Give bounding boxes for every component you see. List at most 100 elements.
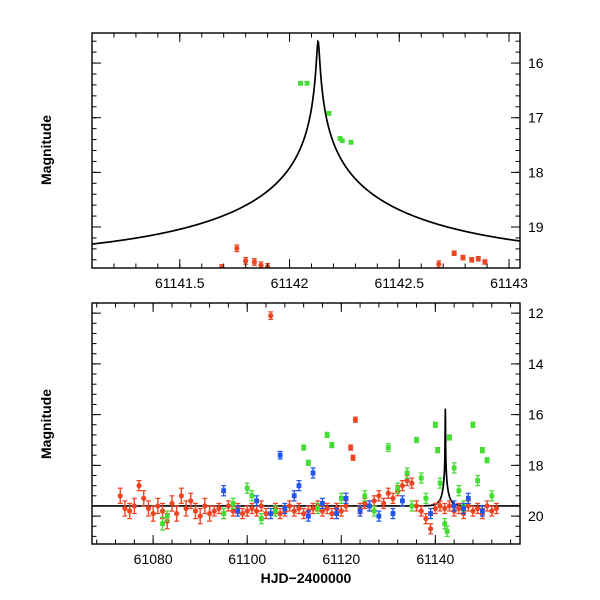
bottom-green-point [409, 503, 415, 509]
bottom-blue-point [367, 503, 372, 509]
bottom-blue-point [465, 495, 471, 501]
bottom-blue-point [461, 506, 466, 511]
bottom-red-point [442, 505, 448, 512]
bottom-red-point [230, 508, 236, 514]
top-x-tick-label: 61142.5 [374, 275, 424, 291]
bottom-blue-point [305, 513, 311, 519]
top-x-tick-label: 61142 [271, 275, 309, 291]
bottom-red-point [291, 508, 297, 514]
bottom-blue-point [479, 508, 485, 514]
bottom-x-tick-label: 61080 [134, 551, 173, 567]
bottom-red-point [352, 417, 358, 423]
bottom-red-point [399, 483, 406, 489]
bottom-green-point [489, 493, 495, 499]
bottom-blue-point [235, 508, 241, 514]
bottom-red-point [475, 505, 481, 512]
top-y-tick-label: 17 [528, 110, 544, 126]
bottom-red-point [169, 500, 175, 507]
bottom-red-point [376, 493, 382, 499]
top-axes-frame [91, 32, 521, 269]
bottom-red-point [381, 500, 387, 507]
bottom-blue-point [390, 511, 396, 516]
top-green-point [304, 80, 310, 86]
bottom-red-point [470, 508, 476, 514]
bottom-blue-point [343, 495, 349, 501]
bottom-green-point [484, 457, 490, 463]
bottom-red-point [296, 505, 302, 512]
bottom-red-point [286, 503, 293, 509]
bottom-red-point [197, 513, 203, 519]
bottom-green-point [451, 465, 457, 471]
bottom-green-point [273, 508, 278, 514]
bottom-x-axis-title: HJD−2400000 [261, 570, 352, 586]
bottom-blue-point [451, 503, 457, 509]
bottom-red-point [183, 505, 189, 512]
bottom-red-point [145, 505, 152, 512]
bottom-green-point [404, 470, 410, 476]
top-plot-area [92, 39, 520, 268]
bottom-red-point [348, 445, 354, 451]
bottom-green-point [230, 501, 236, 506]
top-red-point [460, 255, 466, 261]
bottom-green-point [437, 480, 443, 486]
bottom-red-point [258, 503, 264, 509]
bottom-model-curve [92, 408, 520, 507]
bottom-blue-point [282, 506, 288, 511]
top-red-point [482, 259, 488, 265]
bottom-red-point [239, 510, 246, 517]
bottom-red-point [188, 498, 194, 504]
bottom-red-point [174, 510, 180, 517]
bottom-panel: 61080 61100 61120 61140 12 14 16 18 20 Magnitude… [38, 302, 544, 586]
bottom-red-point [456, 505, 462, 512]
bottom-red-point [155, 503, 161, 509]
bottom-red-point [409, 480, 415, 486]
bottom-green-point [470, 422, 476, 428]
bottom-green-point [442, 521, 448, 527]
bottom-red-point [249, 505, 255, 512]
top-red-point [436, 261, 442, 267]
bottom-red-point [484, 503, 490, 509]
bottom-red-point [216, 505, 222, 512]
bottom-green-point [249, 493, 255, 499]
bottom-green-point [371, 508, 377, 514]
bottom-red-point [277, 510, 283, 517]
bottom-red-point [141, 495, 147, 501]
bottom-green-point [338, 495, 344, 501]
bottom-red-point [122, 505, 128, 512]
bottom-green-point [244, 485, 250, 491]
bottom-y-tick-label: 12 [528, 305, 544, 321]
bottom-red-point [117, 493, 123, 499]
top-red-point [475, 256, 481, 262]
bottom-red-point [350, 455, 356, 461]
bottom-red-point [418, 508, 424, 514]
bottom-red-point [263, 510, 269, 517]
bottom-red-point [211, 508, 217, 514]
bottom-red-point [254, 508, 260, 514]
top-green-point [348, 139, 354, 145]
bottom-red-point [343, 503, 349, 509]
top-red-point [234, 245, 240, 251]
bottom-red-point [489, 508, 495, 514]
bottom-green-point [329, 442, 335, 448]
bottom-red-point [404, 477, 410, 484]
bottom-x-tick-label: 61140 [416, 551, 454, 567]
bottom-blue-point [291, 493, 297, 499]
top-y-tick-label: 16 [528, 55, 544, 71]
bottom-red-point [192, 508, 199, 514]
bottom-red-point [178, 493, 184, 499]
bottom-red-point [202, 503, 208, 509]
bottom-green-point [258, 516, 264, 522]
bottom-red-point [338, 508, 344, 514]
bottom-y-tick-label: 18 [528, 457, 544, 473]
bottom-red-point [329, 510, 335, 517]
bottom-blue-point [310, 470, 316, 476]
top-red-point [451, 250, 457, 256]
bottom-axes-frame [91, 302, 521, 545]
top-x-tick-label: 61141.5 [155, 275, 205, 291]
top-x-tick-label: 61143 [490, 275, 528, 291]
bottom-y-tick-label: 20 [528, 508, 544, 524]
bottom-red-point [371, 498, 377, 504]
top-red-point [258, 262, 264, 268]
bottom-red-point [324, 505, 330, 512]
